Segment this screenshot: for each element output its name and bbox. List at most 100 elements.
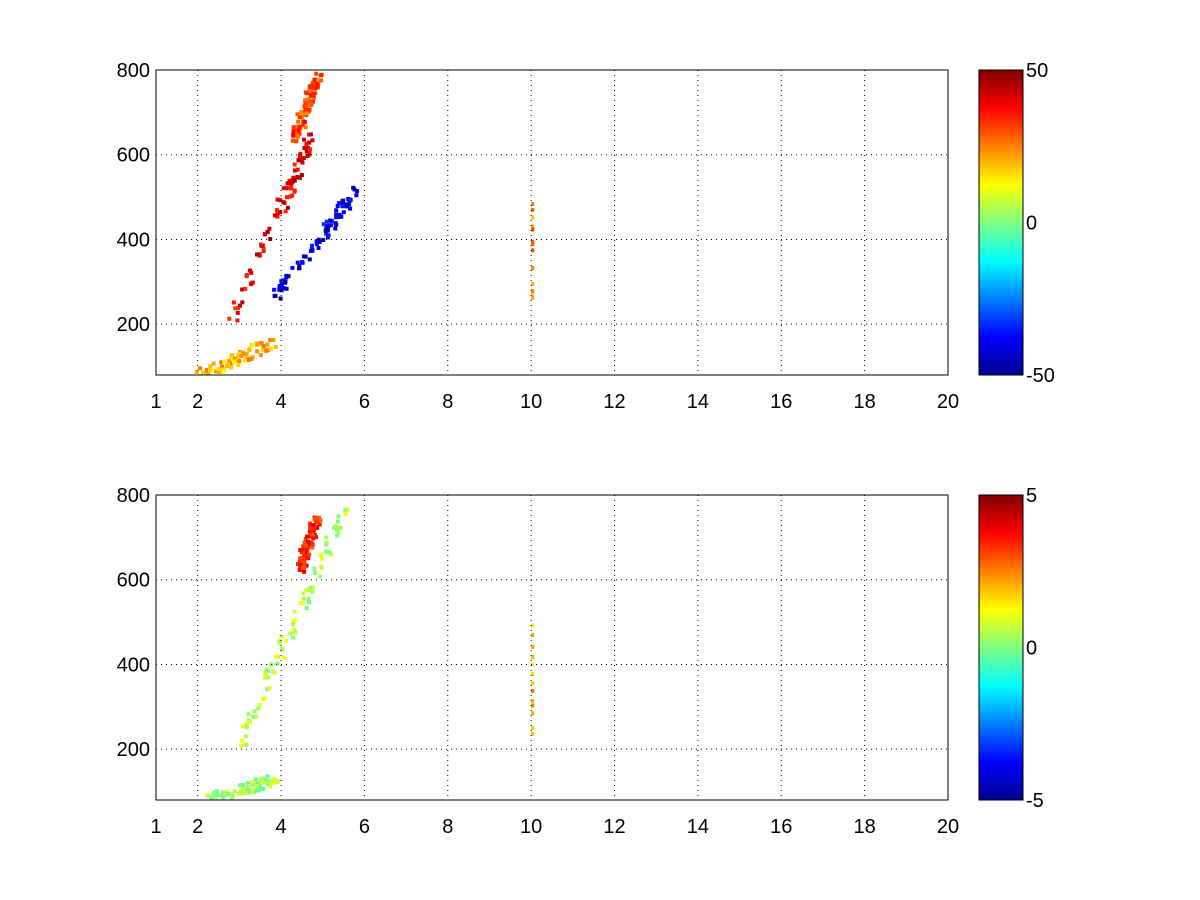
heatmap-cell <box>249 270 254 275</box>
heatmap-cell <box>290 138 295 143</box>
heatmap-cell <box>298 559 303 564</box>
x-tick-label: 16 <box>770 816 792 838</box>
y-tick-label: 200 <box>117 739 150 761</box>
heatmap-cell <box>208 364 213 369</box>
heatmap-cell <box>310 532 315 537</box>
heatmap-cell <box>271 781 276 785</box>
heatmap-cell <box>303 98 308 103</box>
heatmap-cell <box>290 193 295 198</box>
x-tick-label: 2 <box>192 816 203 838</box>
heatmap-cell <box>263 670 268 675</box>
heatmap-cell <box>292 162 297 167</box>
heatmap-cell <box>293 168 297 173</box>
heatmap-cell <box>311 85 316 90</box>
heatmap-cell <box>299 158 304 163</box>
heatmap-cell <box>302 137 306 142</box>
heatmap-cell <box>248 268 252 273</box>
heatmap-cell <box>307 108 312 113</box>
heatmap-cell <box>277 641 282 646</box>
heatmap-cell <box>235 318 240 323</box>
heatmap-cell <box>310 585 315 590</box>
x-tick-label: 12 <box>603 391 625 413</box>
heatmap-cell <box>304 588 309 593</box>
heatmap-cell <box>302 146 307 150</box>
heatmap-cell <box>252 709 257 714</box>
heatmap-cell <box>289 186 294 191</box>
heatmap-cell <box>310 248 315 253</box>
heatmap-cell <box>531 266 535 271</box>
heatmap-cell <box>257 784 262 788</box>
heatmap-cell <box>299 563 304 568</box>
heatmap-cell <box>344 202 349 207</box>
heatmap-cell <box>304 553 309 558</box>
heatmap-cell <box>226 359 231 364</box>
heatmap-cell <box>244 274 249 279</box>
heatmap-cell <box>310 589 315 594</box>
heatmap-cell <box>324 549 329 554</box>
heatmap-cell <box>531 248 535 253</box>
heatmap-cell <box>265 687 270 692</box>
heatmap-cell <box>328 552 333 557</box>
heatmap-cell <box>246 712 251 717</box>
heatmap-cell <box>261 697 265 702</box>
heatmap-cell <box>293 139 298 144</box>
heatmap-cell <box>308 93 313 98</box>
heatmap-cell <box>240 300 245 305</box>
heatmap-cell <box>314 242 319 247</box>
heatmap-cell <box>327 549 332 554</box>
heatmap-cell <box>333 226 338 231</box>
heatmap-cell <box>276 779 281 784</box>
heatmap-cell <box>243 734 248 739</box>
heatmap-cell <box>281 186 286 191</box>
heatmap-cell <box>302 109 307 114</box>
heatmap-cell <box>220 364 224 369</box>
heatmap-cell <box>300 260 305 265</box>
heatmap-cell <box>335 527 340 532</box>
heatmap-cell <box>306 596 311 601</box>
heatmap-cell <box>279 634 284 639</box>
heatmap-cell <box>343 507 348 512</box>
heatmap-cell <box>278 210 283 215</box>
heatmap-cell <box>247 790 252 795</box>
heatmap-cell <box>240 791 245 796</box>
heatmap-cell <box>348 206 353 211</box>
heatmap-cell <box>241 351 246 356</box>
heatmap-cell <box>295 260 300 265</box>
heatmap-cell <box>239 354 244 358</box>
heatmap-cell <box>284 275 289 280</box>
heatmap-cell <box>229 365 233 370</box>
heatmap-cell <box>307 151 312 156</box>
heatmap-cell <box>531 281 535 286</box>
heatmap-cell <box>236 305 241 310</box>
heatmap-cell <box>313 571 318 575</box>
heatmap-cell <box>274 208 279 213</box>
top-colorbar <box>978 69 1024 376</box>
heatmap-cell <box>222 359 226 364</box>
heatmap-cell <box>275 661 280 666</box>
heatmap-cell <box>337 201 342 206</box>
heatmap-cell <box>297 124 302 129</box>
heatmap-cell <box>283 280 288 285</box>
heatmap-cell <box>291 129 296 134</box>
heatmap-cell <box>303 551 308 556</box>
heatmap-cell <box>295 112 300 117</box>
heatmap-cell <box>303 537 308 542</box>
heatmap-cell <box>314 239 319 244</box>
bottom-gridlines <box>156 494 948 800</box>
heatmap-cell <box>300 160 305 165</box>
heatmap-cell <box>247 356 252 361</box>
heatmap-cell <box>312 533 317 537</box>
heatmap-cell <box>291 132 296 137</box>
bottom-x-tick-labels: 1 2 4 6 8 10 12 14 16 18 20 <box>150 816 959 838</box>
heatmap-cell <box>231 300 236 305</box>
x-tick-label: 12 <box>603 816 625 838</box>
heatmap-cell <box>244 725 249 730</box>
heatmap-cell <box>304 606 309 610</box>
heatmap-cell <box>305 154 310 158</box>
heatmap-cell <box>272 777 277 781</box>
y-tick-label: 800 <box>117 60 150 82</box>
heatmap-cell <box>261 246 266 251</box>
heatmap-cell <box>255 341 260 346</box>
heatmap-cell <box>224 364 229 369</box>
